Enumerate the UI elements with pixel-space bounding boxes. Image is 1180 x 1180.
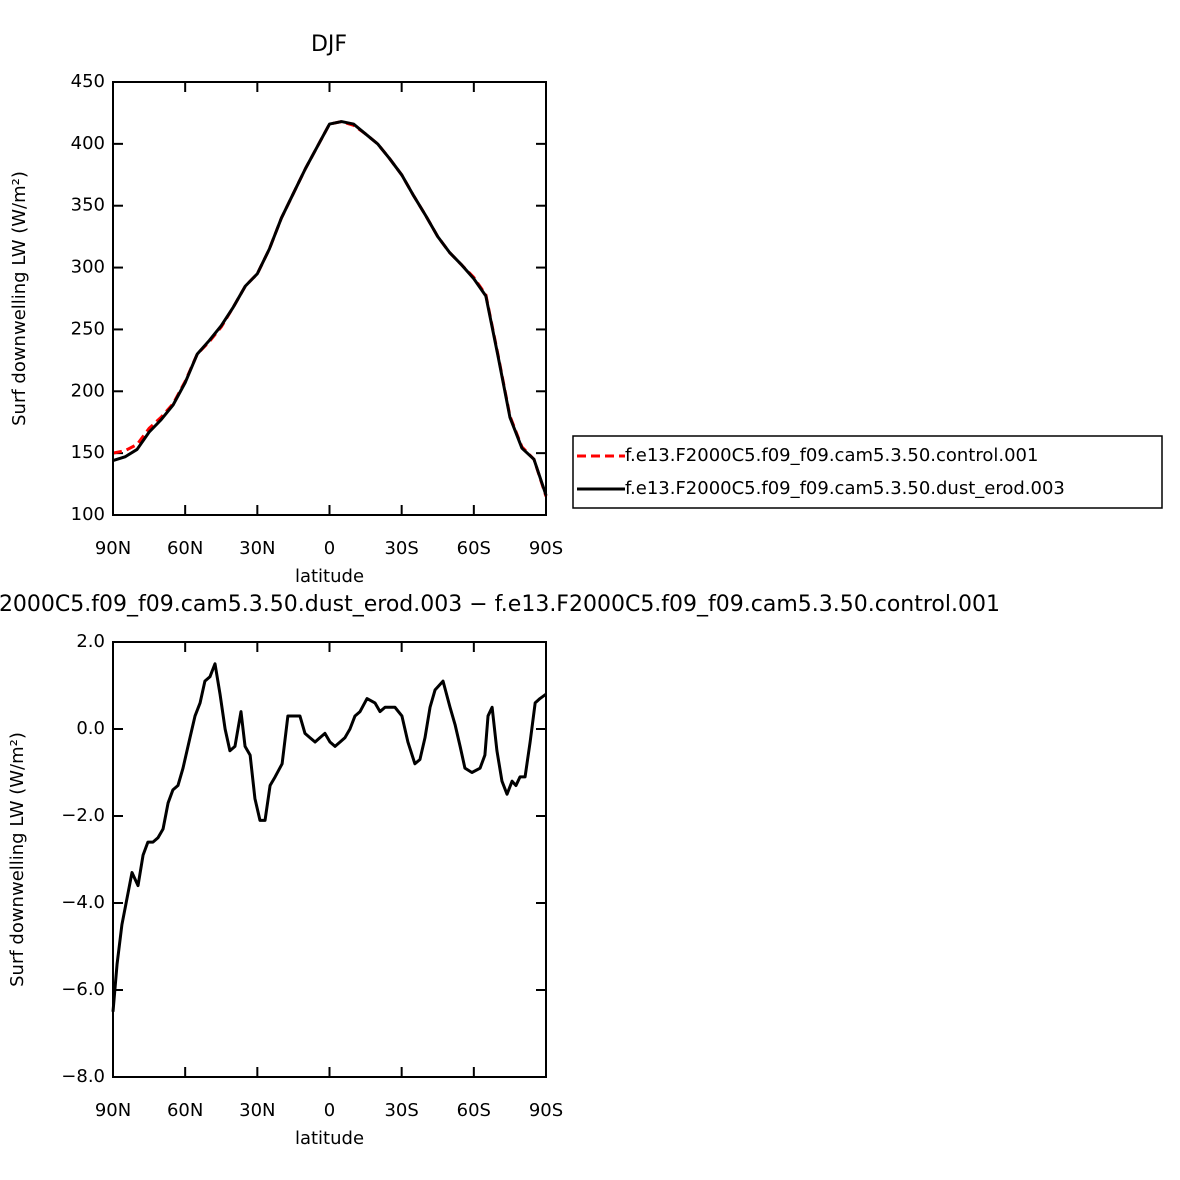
y-tick-label: 350 (71, 195, 105, 216)
data-line (111, 662, 547, 1012)
x-tick-label: 60N (167, 538, 203, 559)
legend-box (572, 435, 1163, 509)
y-tick-label: −6.0 (61, 979, 105, 1000)
y-axis-label: Surf downwelling LW (W/m²) (7, 732, 28, 987)
y-tick-label: 400 (71, 133, 105, 154)
y-tick-label: 300 (71, 257, 105, 278)
x-tick-label: 30S (384, 1100, 418, 1121)
legend-label: f.e13.F2000C5.f09_f09.cam5.3.50.dust_ero… (625, 478, 1065, 499)
y-tick-label: −8.0 (61, 1066, 105, 1087)
x-tick-label: 60S (457, 1100, 491, 1121)
x-tick-label: 60S (457, 538, 491, 559)
x-tick-label: 90S (529, 1100, 563, 1121)
x-tick-label: 30S (384, 538, 418, 559)
x-axis-label: latitude (295, 1128, 364, 1149)
x-axis-label: latitude (295, 566, 364, 587)
x-tick-label: 90N (95, 1100, 131, 1121)
data-line (112, 120, 548, 496)
y-tick-label: 250 (71, 318, 105, 339)
y-tick-label: 0.0 (76, 718, 105, 739)
x-tick-label: 0 (324, 1100, 335, 1121)
y-tick-label: −4.0 (61, 892, 105, 913)
data-line (112, 120, 548, 497)
chart-title: f.e13.F2000C5.f09_f09.cam5.3.50.dust_ero… (0, 592, 1000, 617)
y-tick-label: −2.0 (61, 805, 105, 826)
chart-title: DJF (311, 32, 347, 57)
x-tick-label: 30N (239, 538, 275, 559)
plot-frame (112, 81, 547, 516)
x-tick-label: 90N (95, 538, 131, 559)
y-axis-label: Surf downwelling LW (W/m²) (9, 171, 30, 426)
plot-frame (112, 641, 547, 1078)
x-tick-label: 60N (167, 1100, 203, 1121)
y-tick-label: 200 (71, 380, 105, 401)
y-tick-label: 450 (71, 71, 105, 92)
x-tick-label: 90S (529, 538, 563, 559)
y-tick-label: 2.0 (76, 631, 105, 652)
y-tick-label: 100 (71, 504, 105, 525)
legend-label: f.e13.F2000C5.f09_f09.cam5.3.50.control.… (625, 445, 1038, 466)
x-tick-label: 30N (239, 1100, 275, 1121)
x-tick-label: 0 (324, 538, 335, 559)
y-tick-label: 150 (71, 442, 105, 463)
